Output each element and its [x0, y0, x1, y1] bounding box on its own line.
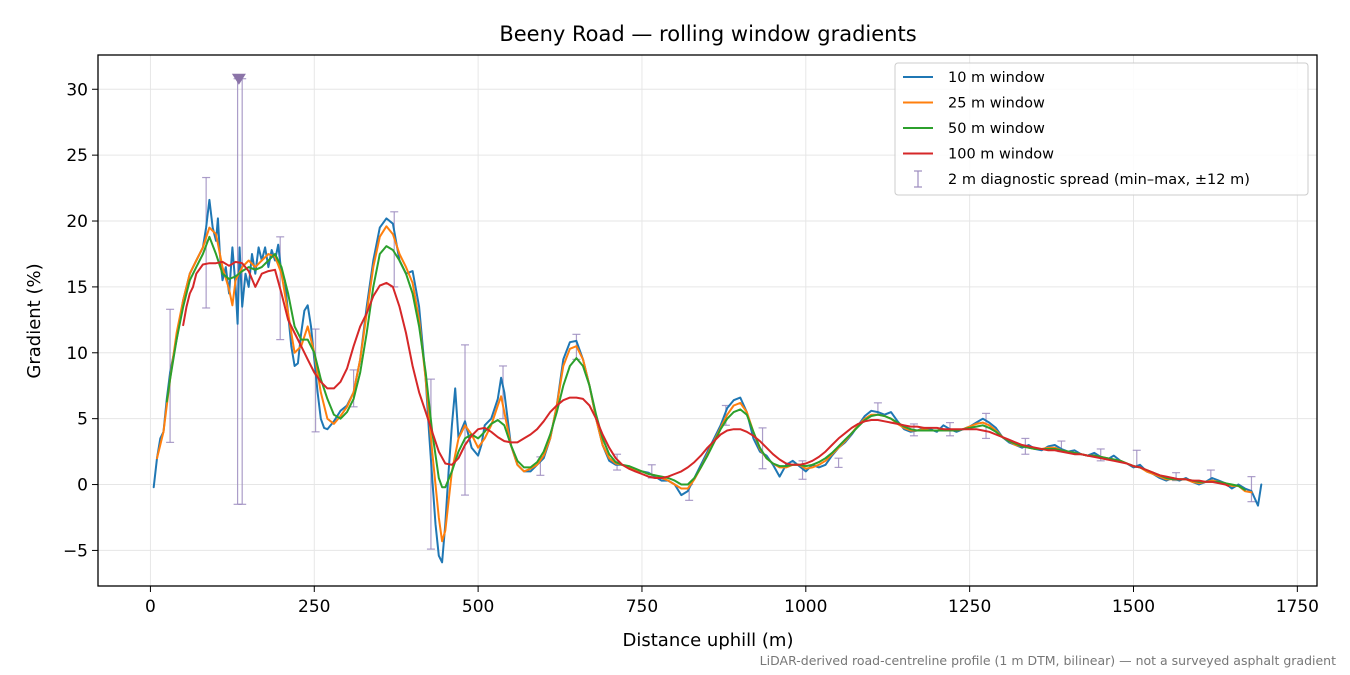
error-bar — [461, 344, 470, 496]
series-line — [165, 235, 1246, 491]
x-tick-label: 750 — [626, 597, 658, 617]
y-tick-label: 0 — [77, 476, 88, 496]
x-tick-label: 500 — [462, 597, 494, 617]
legend-box — [894, 62, 1309, 196]
y-tick-label: 30 — [66, 80, 88, 100]
legend-label: 50 m window — [948, 121, 1045, 137]
y-tick-label: 10 — [66, 344, 88, 364]
y-axis-label: Gradient (%) — [24, 263, 45, 378]
x-tick-label: 0 — [145, 597, 156, 617]
legend-label: 25 m window — [948, 96, 1045, 112]
x-tick-label: 1500 — [1112, 597, 1155, 617]
y-tick-label: 25 — [66, 146, 88, 166]
x-axis-label: Distance uphill (m) — [623, 630, 794, 651]
y-tick-label: 15 — [66, 278, 88, 298]
series-lines — [152, 198, 1263, 564]
chart-title: Beeny Road — rolling window gradients — [499, 22, 916, 46]
footnote: LiDAR-derived road-centreline profile (1… — [760, 653, 1336, 668]
error-bar — [758, 427, 767, 470]
series-line — [156, 225, 1253, 543]
plot-area-frame — [97, 54, 1318, 587]
x-tick-label: 250 — [298, 597, 330, 617]
legend-label: 10 m window — [948, 70, 1045, 86]
y-tick-label: 20 — [66, 212, 88, 232]
error-bar — [834, 457, 843, 469]
series-line — [182, 260, 1230, 487]
legend-label: 100 m window — [948, 147, 1054, 163]
x-tick-label: 1000 — [784, 597, 827, 617]
legend-label: 2 m diagnostic spread (min–max, ±12 m) — [948, 172, 1250, 188]
clipped-marker — [231, 73, 246, 85]
x-tick-label: 1250 — [948, 597, 991, 617]
y-tick-label: −5 — [63, 541, 88, 561]
error-bar — [1247, 476, 1256, 503]
legend: 10 m window 25 m window 50 m window 100 m w… — [894, 62, 1309, 196]
axis-ticks: 0 250 500 750 1000 1250 1500 1750 −5 0 5 10 15 20 25 30 — [63, 80, 1319, 617]
x-tick-label: 1750 — [1276, 597, 1319, 617]
y-tick-label: 5 — [77, 410, 88, 430]
